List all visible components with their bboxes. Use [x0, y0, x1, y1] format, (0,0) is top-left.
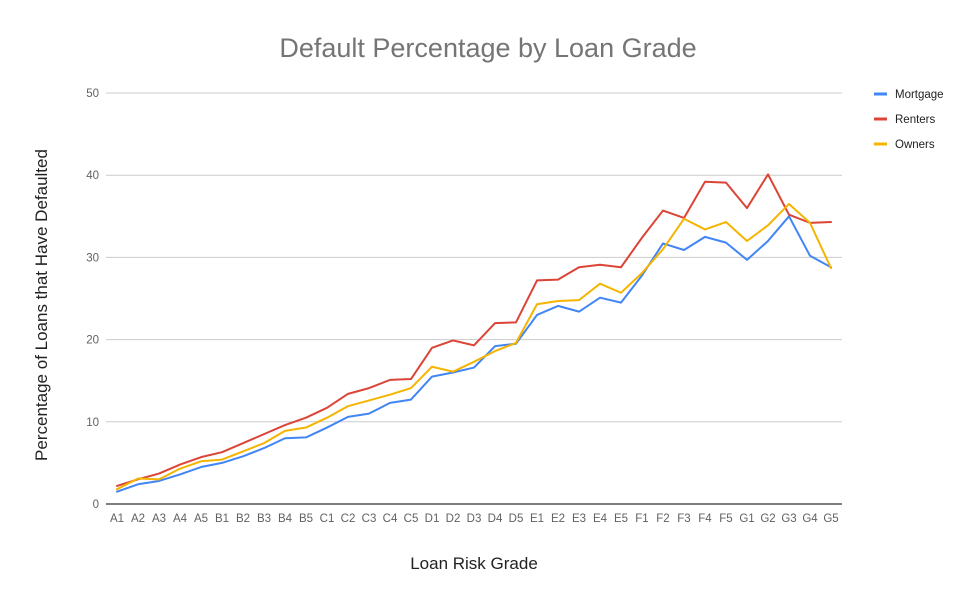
x-tick-label: F2 [656, 513, 669, 525]
x-tick-label: B5 [299, 513, 313, 525]
x-tick-label: A4 [173, 513, 188, 525]
x-tick-label: B1 [215, 513, 229, 525]
x-tick-label: B3 [257, 513, 271, 525]
legend-label-mortgage: Mortgage [895, 89, 944, 101]
x-tick-label: D3 [467, 513, 482, 525]
series-line-renters [116, 173, 832, 487]
x-tick-label: E2 [551, 513, 565, 525]
y-tick-label: 40 [86, 170, 99, 182]
series-line-owners [116, 202, 832, 491]
x-tick-label: C1 [320, 513, 335, 525]
x-tick-label: E5 [614, 513, 628, 525]
series-line-mortgage [116, 215, 832, 493]
chart-title: Default Percentage by Loan Grade [279, 33, 696, 63]
x-tick-label: A2 [131, 513, 145, 525]
legend: Mortgage Renters Owners [874, 89, 944, 151]
x-tick-label: C5 [404, 513, 419, 525]
x-axis-ticks: A1 A2 A3 A4 A5 B1 B2 B3 B4 B5 C1 C2 C3 C4 C5 D1 D2 D3 D4 D5… [110, 513, 839, 525]
x-tick-label: D1 [425, 513, 440, 525]
x-tick-label: E1 [530, 513, 544, 525]
x-tick-label: F1 [635, 513, 648, 525]
x-tick-label: F5 [719, 513, 732, 525]
x-tick-label: G5 [823, 513, 838, 525]
x-tick-label: D2 [446, 513, 461, 525]
x-tick-label: G4 [802, 513, 818, 525]
x-tick-label: G3 [781, 513, 796, 525]
x-tick-label: C3 [362, 513, 377, 525]
legend-label-renters: Renters [895, 114, 936, 126]
x-tick-label: F4 [698, 513, 712, 525]
x-axis-label: Loan Risk Grade [410, 554, 538, 573]
x-tick-label: C4 [383, 513, 398, 525]
gridlines [106, 92, 842, 505]
x-tick-label: A3 [152, 513, 166, 525]
x-tick-label: A5 [194, 513, 208, 525]
series-lines [116, 173, 832, 493]
y-axis-label: Percentage of Loans that Have Defaulted [32, 149, 51, 461]
y-tick-label: 0 [93, 499, 99, 511]
y-axis-ticks: 0 10 20 30 40 50 [86, 88, 99, 511]
x-tick-label: C2 [341, 513, 356, 525]
x-tick-label: E4 [593, 513, 608, 525]
y-tick-label: 20 [86, 335, 99, 347]
y-tick-label: 50 [86, 88, 99, 100]
x-tick-label: D4 [488, 513, 503, 525]
x-tick-label: G2 [760, 513, 775, 525]
y-tick-label: 30 [86, 252, 99, 264]
y-tick-label: 10 [86, 417, 99, 429]
x-tick-label: D5 [509, 513, 524, 525]
x-tick-label: G1 [739, 513, 754, 525]
x-tick-label: A1 [110, 513, 124, 525]
x-tick-label: E3 [572, 513, 586, 525]
x-tick-label: F3 [677, 513, 690, 525]
x-tick-label: B4 [278, 513, 293, 525]
legend-label-owners: Owners [895, 139, 935, 151]
x-tick-label: B2 [236, 513, 250, 525]
